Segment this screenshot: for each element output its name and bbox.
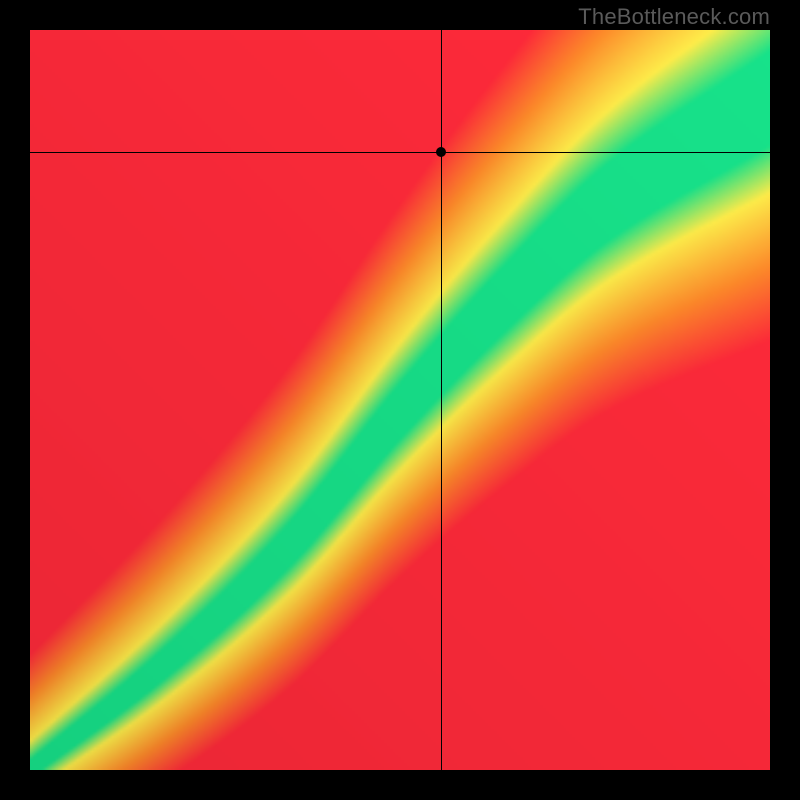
heatmap-canvas <box>30 30 770 770</box>
plot-frame <box>30 30 770 770</box>
chart-stage: TheBottleneck.com <box>0 0 800 800</box>
watermark-text: TheBottleneck.com <box>578 4 770 30</box>
